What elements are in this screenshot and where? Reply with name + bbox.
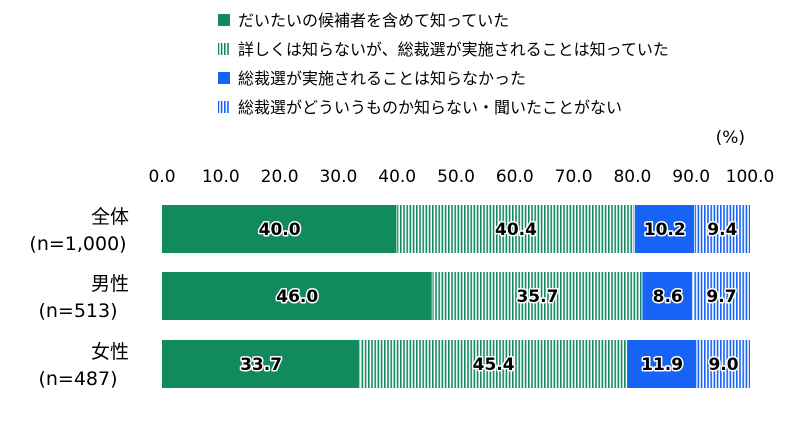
- x-tick-label: 40.0: [378, 167, 416, 187]
- x-tick-label: 50.0: [437, 167, 475, 187]
- x-tick-label: 90.0: [672, 167, 710, 187]
- bar-segment: [162, 272, 433, 320]
- legend-swatch-2: [218, 43, 230, 55]
- category-n: (n=513): [38, 300, 117, 322]
- x-axis-tick-labels: 0.0 10.0 20.0 30.0 40.0 50.0 60.0 70.0 80.0 90.0 1…: [148, 167, 774, 187]
- legend-swatch-3: [218, 72, 230, 84]
- bar-segment: [432, 272, 643, 320]
- category-name: 女性: [91, 341, 129, 363]
- legend-swatch-1: [218, 14, 230, 26]
- value-label: 33.7: [240, 355, 282, 375]
- legend-label-1: だいたいの候補者を含めて知っていた: [238, 11, 509, 30]
- category-name: 全体: [91, 206, 129, 228]
- x-tick-label: 20.0: [261, 167, 299, 187]
- bar-segment: [692, 272, 750, 320]
- value-label: 46.0: [276, 287, 318, 307]
- bar-segment: [397, 205, 635, 253]
- value-labels: 40.0 40.4 10.2 9.4 46.0 35.7 8.6 9.7 33.7 45.4 11.…: [239, 219, 741, 377]
- legend-label-2: 詳しくは知らないが、総裁選が実施されることは知っていた: [238, 40, 669, 59]
- bar-segments: [162, 205, 750, 388]
- value-label: 9.0: [708, 355, 738, 375]
- value-label: 8.6: [653, 287, 683, 307]
- unit-label: (%): [716, 128, 745, 148]
- bar-segment: [634, 205, 695, 253]
- x-tick-label: 80.0: [613, 167, 651, 187]
- legend-label-3: 総裁選が実施されることは知らなかった: [238, 69, 526, 88]
- value-label: 9.7: [706, 287, 736, 307]
- value-label: 40.0: [259, 220, 301, 240]
- x-tick-label: 70.0: [555, 167, 593, 187]
- bar-segment: [162, 340, 361, 388]
- value-label: 11.9: [641, 355, 683, 375]
- x-tick-label: 30.0: [319, 167, 357, 187]
- legend-label-4: 総裁選がどういうものか知らない・聞いたことがない: [238, 98, 622, 117]
- category-n: (n=487): [38, 368, 117, 390]
- value-label: 35.7: [516, 287, 558, 307]
- value-label: 45.4: [473, 355, 515, 375]
- legend: だいたいの候補者を含めて知っていた詳しくは知らないが、総裁選が実施されることは知…: [218, 11, 669, 117]
- legend-swatch-4: [218, 101, 230, 113]
- x-tick-label: 100.0: [726, 167, 775, 187]
- x-tick-label: 10.0: [202, 167, 240, 187]
- x-tick-label: 60.0: [496, 167, 534, 187]
- category-name: 男性: [91, 273, 129, 295]
- bar-segment: [642, 272, 693, 320]
- value-label: 9.4: [707, 220, 737, 240]
- bar-segment: [697, 340, 750, 388]
- x-tick-label: 0.0: [148, 167, 175, 187]
- bar-segment: [360, 340, 628, 388]
- value-label: 40.4: [495, 220, 537, 240]
- category-labels: 全体 (n=1,000) 男性 (n=513) 女性 (n=487): [29, 206, 129, 390]
- bar-segment: [162, 205, 398, 253]
- bar-segment: [694, 205, 750, 253]
- value-label: 10.2: [644, 220, 686, 240]
- bar-segment: [627, 340, 698, 388]
- category-n: (n=1,000): [29, 233, 126, 255]
